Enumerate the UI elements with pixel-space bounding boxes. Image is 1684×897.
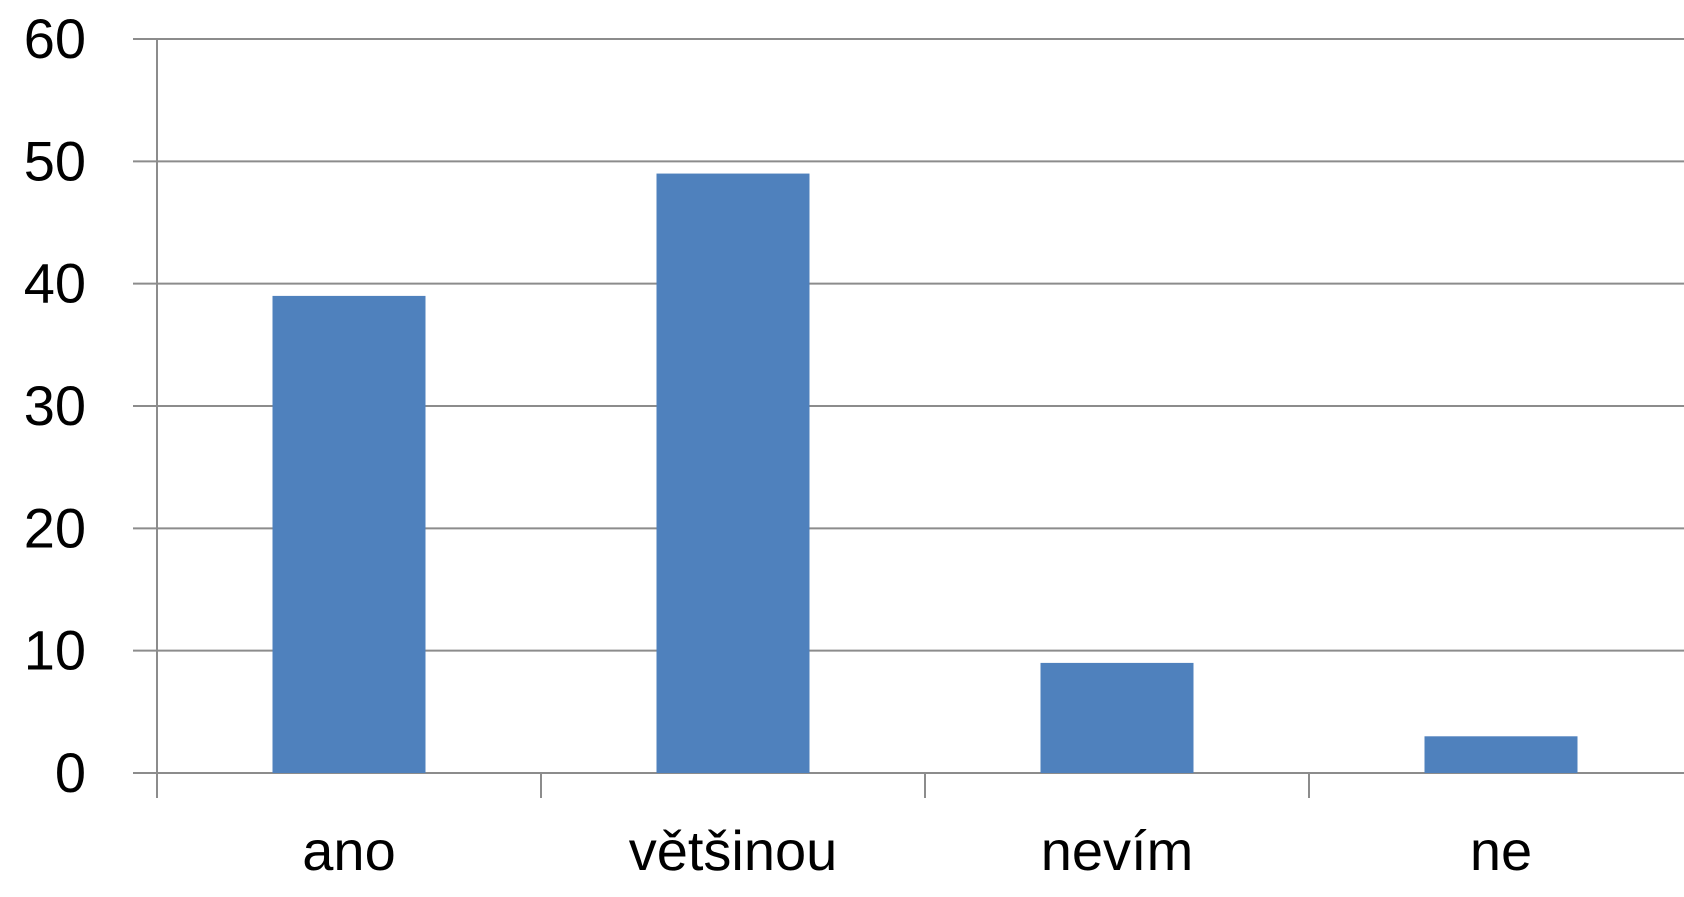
bar-2 xyxy=(1040,662,1194,773)
bar-1 xyxy=(656,173,810,774)
x-tick-label: nevím xyxy=(1041,819,1194,882)
x-tick-label: většinou xyxy=(629,819,838,882)
y-tick-labels: 0 10 20 30 40 50 60 xyxy=(24,7,86,804)
x-tick-label: ne xyxy=(1470,819,1532,882)
bar-0 xyxy=(272,295,426,773)
y-tick-label: 50 xyxy=(24,129,86,192)
axes xyxy=(156,39,1310,798)
y-tick-label: 30 xyxy=(24,374,86,437)
bars xyxy=(272,173,1578,774)
x-tick-labels: ano většinou nevím ne xyxy=(302,819,1532,882)
y-tick-label: 10 xyxy=(24,619,86,682)
y-tick-label: 60 xyxy=(24,7,86,70)
y-tick-label: 20 xyxy=(24,496,86,559)
y-tick-label: 0 xyxy=(55,741,86,804)
bar-3 xyxy=(1424,736,1578,773)
x-tick-label: ano xyxy=(302,819,395,882)
y-tick-label: 40 xyxy=(24,252,86,315)
